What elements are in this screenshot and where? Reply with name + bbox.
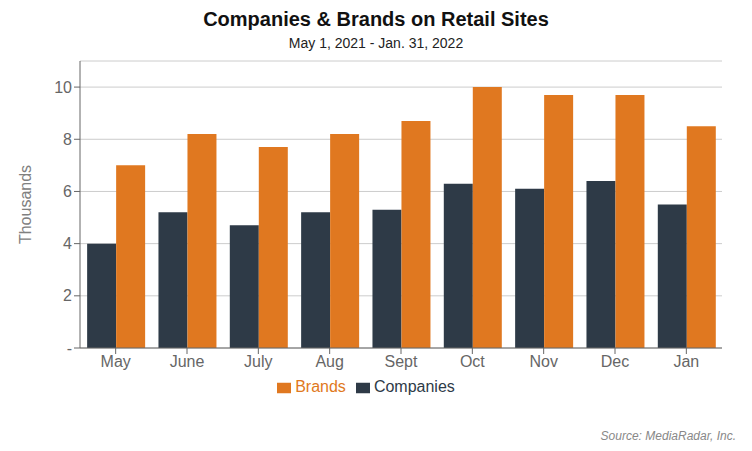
svg-text:2: 2 [63, 287, 72, 304]
svg-text:June: June [170, 353, 205, 370]
html-text:Brands: Brands [295, 378, 346, 395]
svg-text:Nov: Nov [529, 353, 557, 370]
svg-text:July: July [244, 353, 272, 370]
svg-text:Dec: Dec [601, 353, 629, 370]
html-text:Companies & Brands on Retail S: Companies & Brands on Retail Sites [203, 8, 549, 30]
svg-text:May: May [101, 353, 131, 370]
html-text:Companies: Companies [373, 378, 455, 395]
html-text:May 1, 2021 - Jan. 31, 2022: May 1, 2021 - Jan. 31, 2022 [288, 35, 464, 51]
svg-text:-: - [67, 340, 72, 357]
svg-text:8: 8 [63, 131, 72, 148]
svg-text:Thousands: Thousands [17, 165, 34, 244]
svg-text:Oct: Oct [460, 353, 485, 370]
svg-text:6: 6 [63, 183, 72, 200]
svg-text:4: 4 [63, 235, 72, 252]
html-text:Source: MediaRadar, Inc.: Source: MediaRadar, Inc. [600, 429, 736, 443]
svg-text:10: 10 [54, 79, 72, 96]
svg-text:Jan: Jan [673, 353, 699, 370]
svg-text:Sept: Sept [385, 353, 418, 370]
svg-text:Aug: Aug [315, 353, 343, 370]
